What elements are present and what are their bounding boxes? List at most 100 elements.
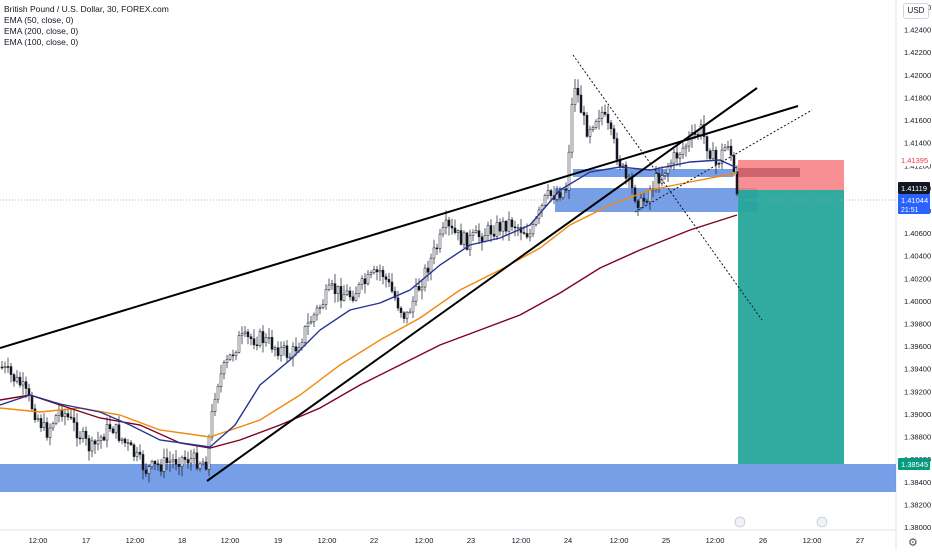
candle-body xyxy=(51,423,55,429)
indicator-ema-200[interactable]: EMA (200, close, 0) xyxy=(4,26,79,36)
candle-body xyxy=(558,192,562,198)
candle-body xyxy=(414,286,418,302)
candle-body xyxy=(93,440,97,445)
candle-body xyxy=(78,437,82,440)
candle-body xyxy=(75,422,79,439)
candle-body xyxy=(81,430,85,439)
x-tick-label: 12:00 xyxy=(318,536,337,545)
candle-body xyxy=(99,436,103,441)
chart-title: British Pound / U.S. Dollar, 30, FOREX.c… xyxy=(4,4,169,14)
candle-body xyxy=(639,197,643,208)
chart-legend: British Pound / U.S. Dollar, 30, FOREX.c… xyxy=(4,4,169,48)
candle-body xyxy=(495,222,499,237)
candle-body xyxy=(333,283,337,294)
candle-body xyxy=(357,284,361,294)
candle-body xyxy=(504,220,508,232)
x-tick-label: 17 xyxy=(82,536,90,545)
candle-body xyxy=(63,413,67,417)
currency-badge[interactable]: USD xyxy=(903,3,929,19)
x-tick-label: 12:00 xyxy=(803,536,822,545)
indicator-ema-100[interactable]: EMA (100, close, 0) xyxy=(4,37,79,47)
candle-body xyxy=(663,173,667,176)
candle-body xyxy=(402,312,406,319)
candle-body xyxy=(714,149,718,165)
candle-body xyxy=(285,345,289,358)
ema-100-line xyxy=(0,172,738,438)
candle-body xyxy=(153,461,157,465)
candle-body xyxy=(456,230,460,233)
candle-body xyxy=(600,111,604,119)
y-tick-label: 1.38000 xyxy=(904,523,931,532)
candle-body xyxy=(21,381,25,386)
entry-marker xyxy=(738,168,800,177)
candle-body xyxy=(429,257,433,273)
candle-body xyxy=(225,359,229,363)
candle-body xyxy=(633,187,637,202)
candle-body xyxy=(42,422,46,429)
candle-body xyxy=(642,197,646,202)
candle-body xyxy=(54,415,58,425)
candle-body xyxy=(141,454,145,471)
y-tick-label: 1.38400 xyxy=(904,478,931,487)
candle-body xyxy=(339,286,343,301)
candle-body xyxy=(222,362,226,375)
candle-body xyxy=(399,307,403,313)
candle-body xyxy=(441,227,445,235)
price-label: 1.38545 xyxy=(901,460,928,469)
candle-body xyxy=(168,460,172,464)
candle-body xyxy=(366,274,370,285)
candle-body xyxy=(570,104,574,153)
candle-body xyxy=(615,138,619,160)
candle-body xyxy=(18,376,22,386)
candle-body xyxy=(705,136,709,152)
y-tick-label: 1.42000 xyxy=(904,71,931,80)
dotted-channel-line-1 xyxy=(572,54,763,321)
candle-body xyxy=(228,354,232,360)
candle-body xyxy=(636,200,640,208)
candle-body xyxy=(390,281,394,292)
candle-body xyxy=(45,422,49,438)
indicator-ema-50[interactable]: EMA (50, close, 0) xyxy=(4,15,74,25)
candle-body xyxy=(543,195,547,206)
candle-body xyxy=(516,227,520,229)
candle-body xyxy=(3,366,7,368)
candle-body xyxy=(711,149,715,159)
candle-body xyxy=(114,424,118,434)
candle-body xyxy=(477,230,481,238)
event-flag-icon[interactable] xyxy=(734,516,746,528)
candle-body xyxy=(684,145,688,149)
candle-body xyxy=(276,347,280,356)
candle-body xyxy=(678,154,682,159)
candle-body xyxy=(177,464,181,467)
lower-trendline xyxy=(206,87,758,482)
x-tick-label: 27 xyxy=(856,536,864,545)
candle-body xyxy=(171,459,175,462)
candle-body xyxy=(564,188,568,191)
candle-body xyxy=(30,395,34,410)
candle-body xyxy=(201,461,205,465)
candle-body xyxy=(459,230,463,245)
candle-body xyxy=(657,173,661,184)
candle-body xyxy=(66,413,70,418)
candle-body xyxy=(60,409,64,417)
candle-body xyxy=(606,113,610,124)
candle-body xyxy=(84,430,88,439)
x-tick-label: 12:00 xyxy=(706,536,725,545)
candle-body xyxy=(468,235,472,250)
candle-body xyxy=(654,173,658,190)
candle-body xyxy=(576,87,580,96)
event-flag-icon[interactable] xyxy=(816,516,828,528)
candle-body xyxy=(336,286,340,294)
candle-body xyxy=(249,336,253,340)
candle-body xyxy=(318,307,322,309)
gear-icon[interactable]: ⚙ xyxy=(908,537,918,549)
candle-body xyxy=(111,428,115,434)
candle-body xyxy=(723,147,727,151)
y-tick-label: 1.39200 xyxy=(904,387,931,396)
y-tick-label: 1.40000 xyxy=(904,297,931,306)
candle-body xyxy=(369,272,373,275)
candle-body xyxy=(312,314,316,323)
candle-body xyxy=(210,411,214,438)
